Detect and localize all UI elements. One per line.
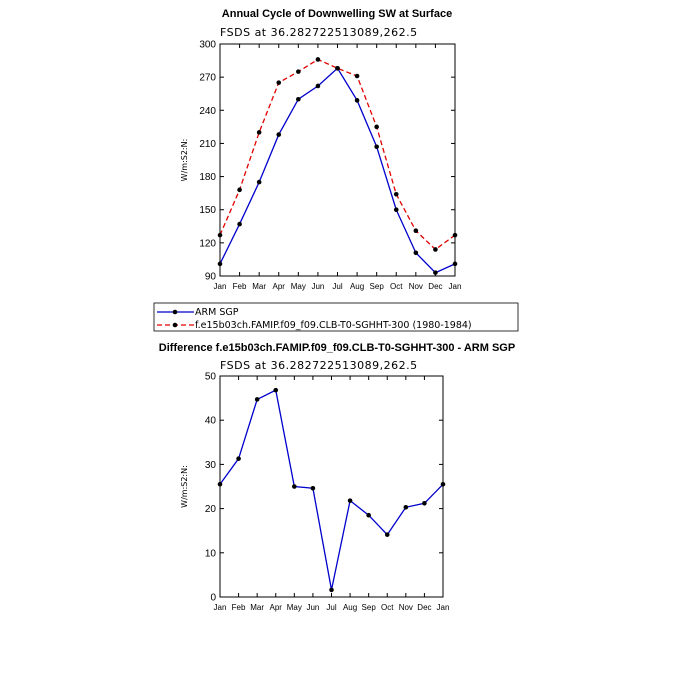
chart1-point-1-8	[374, 124, 379, 130]
chart2-point-0-4	[292, 484, 297, 489]
chart2-point-0-10	[403, 504, 409, 510]
chart1-ytick-label: 240	[199, 106, 216, 117]
chart2-xtick-label: Apr	[270, 603, 283, 612]
legend-label-model: f.e15b03ch.FAMIP.f09_f09.CLB-T0-SGHHT-30…	[195, 320, 472, 331]
chart1-xtick-label: Feb	[233, 282, 247, 291]
chart2-point-0-9	[384, 532, 390, 537]
chart2-point-0-8	[366, 512, 371, 518]
chart2-xtick-label: May	[287, 603, 302, 612]
chart1-point-0-7	[354, 98, 360, 103]
chart2-xtick-label: Feb	[232, 603, 246, 612]
chart2-ytick-label: 20	[205, 504, 217, 515]
chart1-ytick-label: 300	[199, 40, 216, 51]
chart1-point-1-12	[452, 232, 458, 238]
chart2-point-0-2	[254, 397, 260, 402]
chart2-xtick-label: Aug	[343, 603, 357, 612]
chart2-point-0-5	[310, 485, 316, 491]
chart2-ytick-label: 30	[205, 460, 217, 471]
chart1-xtick-label: Jun	[311, 282, 324, 291]
chart1-series-line-0	[219, 67, 456, 274]
chart1-point-0-3	[276, 132, 282, 137]
chart1-xtick-label: Jan	[449, 282, 462, 291]
chart1-ytick-label: 270	[199, 73, 216, 84]
chart2-title: Difference f.e15b03ch.FAMIP.f09_f09.CLB-…	[159, 342, 515, 354]
chart1-ytick-label: 210	[199, 139, 216, 150]
chart2-point-0-7	[347, 498, 353, 503]
chart1-point-0-11	[433, 270, 438, 275]
chart1-plot: 90 120 150 180 210 240 270 300 Jan Feb Mar Apr May Ju…	[180, 40, 461, 292]
chart1-title: Annual Cycle of Downwelling SW at Surfac…	[222, 8, 452, 20]
legend-marker-model	[172, 322, 178, 328]
chart2-ytick-label: 40	[205, 416, 217, 427]
chart1-xtick-label: Oct	[390, 282, 403, 291]
chart1-point-0-0	[217, 261, 223, 267]
chart2-point-0-12	[440, 481, 446, 487]
legend-marker-arm	[172, 309, 178, 315]
chart2-series-line-0	[219, 389, 444, 591]
chart1-xtick-label: May	[291, 282, 306, 291]
chart1-point-1-4	[296, 69, 301, 74]
chart1-xtick-label: Aug	[350, 282, 364, 291]
chart1-point-0-8	[374, 144, 379, 150]
chart2-ytick-label: 0	[210, 593, 216, 604]
legend-label-arm: ARM SGP	[195, 307, 239, 318]
chart1-point-0-4	[296, 96, 301, 102]
chart1-point-0-10	[413, 250, 419, 256]
chart2-xtick-label: Jan	[214, 603, 227, 612]
chart1-subtitle: FSDS at 36.282722513089,262.5	[220, 26, 418, 39]
chart2-ytick-label: 50	[205, 372, 217, 383]
chart1-point-1-6	[335, 66, 340, 71]
chart2-xtick-label: Jul	[326, 603, 336, 612]
chart1-point-1-10	[413, 228, 419, 234]
chart1-ylabel: W/m:S2:N:	[180, 139, 189, 182]
chart2-xtick-label: Jan	[437, 603, 450, 612]
chart1-point-0-12	[452, 261, 458, 267]
legend-box	[153, 302, 519, 332]
chart1-xtick-label: Jan	[214, 282, 227, 291]
chart2-point-0-1	[236, 456, 241, 461]
legend: ARM SGP f.e15b03ch.FAMIP.f09_f09.CLB-T0-…	[153, 302, 519, 332]
chart1-xtick-label: Apr	[273, 282, 286, 291]
chart1-point-1-1	[237, 187, 242, 193]
chart1-point-0-9	[393, 207, 399, 213]
chart1-xtick-label: Mar	[252, 282, 266, 291]
chart1-point-1-2	[256, 130, 262, 135]
chart2-point-0-3	[273, 387, 279, 393]
chart1-ytick-label: 150	[199, 205, 216, 216]
chart2-point-0-0	[217, 481, 223, 487]
chart1-point-1-0	[217, 232, 223, 238]
chart1-point-1-9	[393, 191, 399, 197]
chart2-xtick-label: Dec	[417, 603, 431, 612]
chart1-point-1-5	[315, 57, 321, 62]
chart2-xtick-label: Oct	[381, 603, 394, 612]
chart1-xtick-label: Jul	[332, 282, 342, 291]
chart1-point-1-7	[354, 73, 360, 79]
chart2-ytick-label: 10	[205, 548, 217, 559]
chart1-xtick-label: Dec	[428, 282, 442, 291]
chart1-ytick-label: 90	[205, 272, 217, 283]
chart2-plot: 0 10 20 30 40 50 Jan Feb Mar Apr May Jun Jul Aug Sep Oc…	[180, 372, 449, 613]
chart1-ytick-label: 180	[199, 172, 216, 183]
chart1-point-0-1	[237, 221, 242, 227]
chart2-point-0-11	[422, 500, 427, 506]
chart1-frame	[219, 43, 456, 277]
chart2-point-0-6	[329, 587, 334, 593]
chart1-point-0-2	[256, 179, 262, 185]
chart1-point-1-3	[276, 80, 282, 85]
chart2-ylabel: W/m:S2:N:	[180, 465, 189, 508]
chart2-xtick-label: Sep	[362, 603, 377, 612]
chart1-series-line-1	[219, 58, 456, 251]
chart1-ytick-label: 120	[199, 238, 216, 249]
chart2-xtick-label: Nov	[399, 603, 413, 612]
chart2-xtick-label: Jun	[306, 603, 319, 612]
chart2-subtitle: FSDS at 36.282722513089,262.5	[220, 359, 418, 372]
chart1-xtick-label: Sep	[370, 282, 385, 291]
chart1-point-1-11	[433, 247, 438, 252]
chart2-xtick-label: Mar	[250, 603, 264, 612]
chart1-xtick-label: Nov	[409, 282, 423, 291]
chart1-point-0-5	[315, 83, 321, 89]
